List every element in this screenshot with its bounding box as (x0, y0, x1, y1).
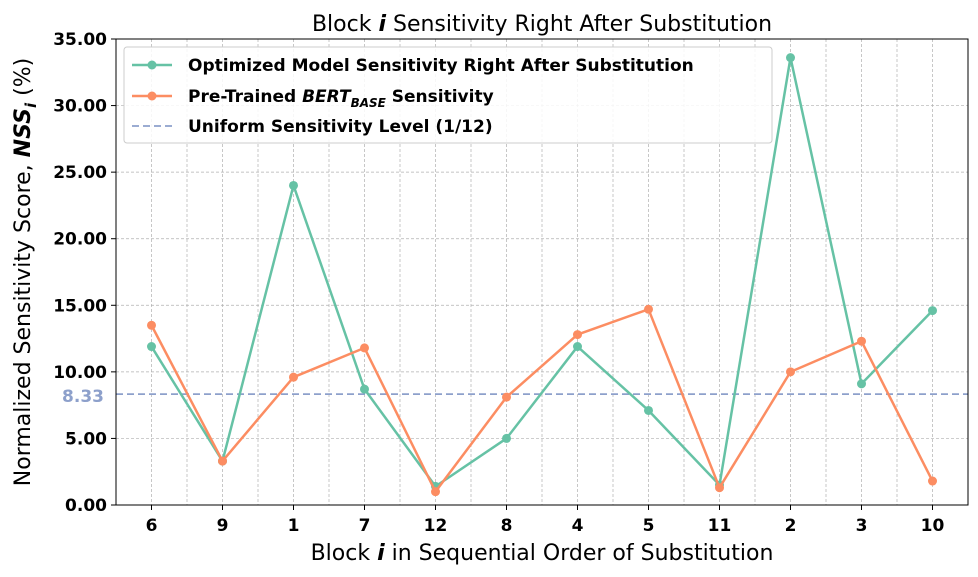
data-point-optimized (928, 306, 937, 316)
data-point-pretrained (360, 343, 369, 353)
x-tick-label: 3 (856, 516, 868, 536)
y-tick-label: 0.00 (65, 496, 107, 516)
x-tick-label: 11 (708, 516, 732, 536)
legend-item-pretrained: Pre-Trained BERTBASE Sensitivity (132, 87, 494, 110)
legend-label-pretrained: Pre-Trained BERTBASE Sensitivity (188, 87, 494, 110)
series-line-pretrained (150, 308, 934, 493)
legend: Optimized Model Sensitivity Right After … (123, 46, 773, 144)
data-point-pretrained (147, 320, 156, 330)
series-line-optimized (150, 56, 934, 488)
chart-title: Block i Sensitivity Right After Substitu… (312, 12, 772, 37)
data-point-optimized (360, 384, 369, 394)
legend-item-uniform: Uniform Sensitivity Level (1/12) (132, 117, 493, 137)
data-point-optimized (502, 433, 511, 443)
data-point-pretrained (928, 476, 937, 486)
data-point-optimized (147, 342, 156, 352)
plot-frame (115, 38, 969, 506)
data-point-pretrained (502, 392, 511, 402)
y-tick-label: 30.00 (53, 97, 107, 117)
data-point-optimized (644, 405, 653, 415)
data-point-optimized (786, 53, 795, 63)
x-tick-label: 10 (921, 516, 945, 536)
axes-layer: 0.00 5.00 10.00 15.00 20.00 25.00 30.00 35.00 6 9… (53, 30, 969, 536)
data-point-pretrained (715, 483, 724, 493)
data-point-optimized (857, 379, 866, 389)
data-point-pretrained (857, 336, 866, 346)
x-tick-label: 4 (572, 516, 584, 536)
y-tick-label: 25.00 (53, 163, 107, 183)
legend-item-optimized: Optimized Model Sensitivity Right After … (132, 56, 694, 76)
y-tick-label: 10.00 (53, 363, 107, 383)
legend-marker-pretrained (147, 91, 157, 101)
series-layer (147, 53, 937, 497)
reference-layer: 8.33 (62, 387, 968, 407)
y-tick-label: 35.00 (53, 30, 107, 50)
x-tick-label: 6 (146, 516, 158, 536)
data-point-pretrained (786, 367, 795, 377)
data-point-pretrained (644, 304, 653, 314)
legend-label-optimized: Optimized Model Sensitivity Right After … (188, 56, 694, 76)
data-point-pretrained (431, 487, 440, 497)
x-tick-label: 12 (424, 516, 448, 536)
legend-box (123, 46, 773, 144)
data-point-optimized (289, 180, 298, 190)
x-axis-label: Block i in Sequential Order of Substitut… (311, 541, 774, 566)
reference-value-label: 8.33 (62, 387, 104, 407)
legend-marker-optimized (147, 60, 157, 70)
x-tick-label: 5 (643, 516, 655, 536)
x-tick-label: 7 (359, 516, 371, 536)
x-tick-label: 9 (217, 516, 229, 536)
y-tick-label: 15.00 (53, 296, 107, 316)
y-tick-label: 5.00 (65, 429, 107, 449)
data-point-pretrained (573, 330, 582, 340)
legend-label-uniform: Uniform Sensitivity Level (1/12) (188, 117, 493, 137)
x-tick-label: 2 (785, 516, 797, 536)
x-tick-label: 8 (501, 516, 513, 536)
y-axis-label: Normalized Sensitivity Score, NSSi (%) (11, 58, 40, 486)
y-tick-label: 20.00 (53, 230, 107, 250)
data-point-pretrained (218, 456, 227, 466)
x-tick-label: 1 (288, 516, 300, 536)
data-point-optimized (573, 342, 582, 352)
data-point-pretrained (289, 372, 298, 382)
